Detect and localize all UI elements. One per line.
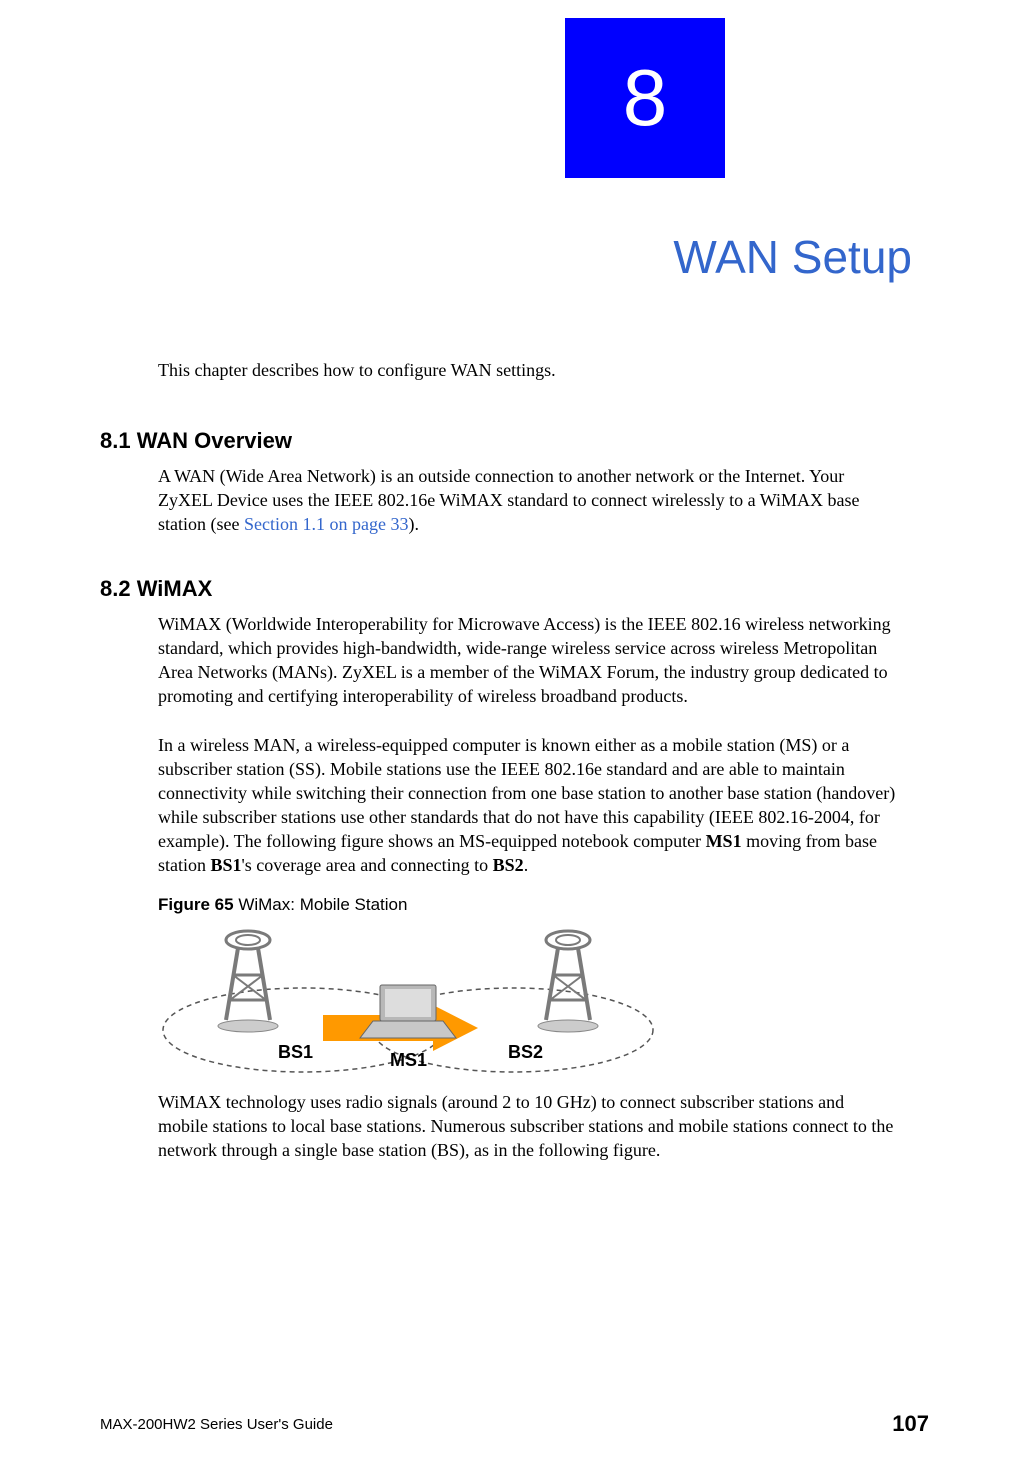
figure-caption: Figure 65 WiMax: Mobile Station	[158, 895, 407, 915]
figure-title: WiMax: Mobile Station	[234, 895, 408, 914]
section-8-2-heading: 8.2 WiMAX	[100, 576, 212, 602]
tower-bs1-icon	[218, 931, 278, 1032]
footer-page-number: 107	[892, 1411, 929, 1437]
label-bs1: BS1	[211, 855, 242, 875]
chapter-title: WAN Setup	[0, 230, 912, 284]
figure-number: Figure 65	[158, 895, 234, 914]
cross-reference-link[interactable]: Section 1.1 on page 33	[244, 514, 408, 534]
text-fragment: .	[524, 855, 529, 875]
chapter-number: 8	[623, 52, 668, 144]
section-8-1-paragraph: A WAN (Wide Area Network) is an outside …	[158, 465, 898, 537]
section-8-2-paragraph-2: In a wireless MAN, a wireless-equipped c…	[158, 734, 908, 878]
chapter-number-box: 8	[565, 18, 725, 178]
figure-wimax-mobile-station: BS1 MS1 BS2	[158, 920, 658, 1085]
tower-bs2-icon	[538, 931, 598, 1032]
wimax-diagram-svg: BS1 MS1 BS2	[158, 920, 658, 1085]
text-fragment: 's coverage area and connecting to	[242, 855, 493, 875]
section-8-2-paragraph-1: WiMAX (Worldwide Interoperability for Mi…	[158, 613, 898, 709]
document-page: 8 WAN Setup This chapter describes how t…	[0, 0, 1029, 1459]
ms1-label: MS1	[390, 1050, 427, 1070]
text-fragment: ).	[408, 514, 419, 534]
bs1-label: BS1	[278, 1042, 313, 1062]
section-8-2-paragraph-3: WiMAX technology uses radio signals (aro…	[158, 1091, 898, 1163]
bs2-label: BS2	[508, 1042, 543, 1062]
footer-guide-name: MAX-200HW2 Series User's Guide	[100, 1416, 333, 1433]
label-bs2: BS2	[493, 855, 524, 875]
section-8-1-heading: 8.1 WAN Overview	[100, 428, 292, 454]
intro-text: This chapter describes how to configure …	[158, 358, 898, 382]
label-ms1: MS1	[706, 831, 742, 851]
